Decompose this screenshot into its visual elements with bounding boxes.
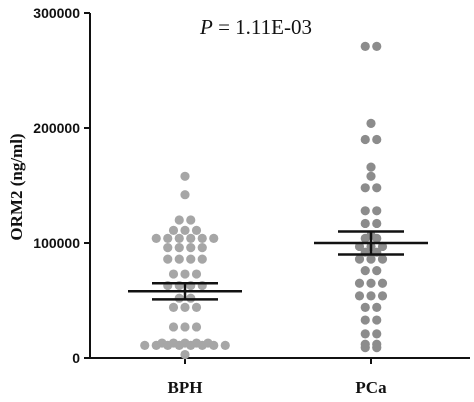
data-point — [197, 340, 207, 350]
data-point — [377, 278, 388, 288]
axes — [84, 12, 470, 364]
y-axis-title: ORM2 (ng/ml) — [7, 133, 26, 240]
data-point — [180, 225, 190, 235]
data-point — [168, 322, 179, 332]
data-point — [360, 183, 370, 193]
data-point — [372, 266, 382, 276]
y-tick-label: 100000 — [33, 235, 80, 251]
data-point — [186, 254, 196, 264]
data-point — [372, 343, 382, 353]
data-point — [163, 243, 173, 253]
data-point — [180, 349, 190, 360]
data-point — [186, 243, 196, 253]
y-tick-label: 300000 — [33, 5, 80, 21]
data-point — [191, 225, 202, 235]
data-point — [360, 233, 370, 243]
axis-labels: 0 100000 200000 300000 BPH PCa — [33, 5, 387, 397]
p-symbol: P — [199, 15, 213, 39]
data-point — [168, 269, 179, 279]
data-point — [366, 171, 376, 181]
data-point — [151, 340, 161, 350]
error-bars — [128, 230, 428, 301]
data-point — [174, 243, 184, 253]
data-point — [168, 225, 179, 235]
data-point — [360, 343, 370, 353]
data-point — [174, 233, 184, 243]
data-point — [372, 233, 382, 243]
data-point — [360, 266, 370, 276]
data-point — [372, 206, 382, 216]
data-point — [197, 254, 207, 264]
data-point — [151, 233, 161, 243]
data-point — [186, 233, 196, 243]
data-point — [186, 215, 196, 225]
data-point — [209, 233, 219, 243]
x-category-label: BPH — [168, 378, 203, 397]
p-value-annotation: P = 1.11E-03 — [199, 15, 312, 39]
data-point — [366, 291, 376, 301]
data-point — [366, 118, 376, 128]
data-point — [180, 302, 190, 312]
data-point — [186, 340, 196, 350]
data-point — [140, 340, 150, 350]
data-point — [366, 162, 376, 172]
data-point — [366, 278, 376, 288]
data-point — [354, 278, 365, 288]
data-point — [360, 206, 370, 216]
data-point — [372, 218, 382, 229]
data-point — [180, 190, 190, 200]
data-point — [191, 322, 202, 332]
data-point — [180, 171, 190, 181]
data-point — [360, 41, 370, 51]
p-value-text: = 1.11E-03 — [213, 15, 312, 39]
data-point — [174, 340, 184, 350]
data-point — [372, 183, 382, 193]
data-point — [372, 329, 382, 339]
data-point — [174, 254, 184, 264]
data-point — [360, 302, 370, 312]
data-point — [163, 233, 173, 243]
y-tick-label: 0 — [72, 350, 80, 366]
data-point — [197, 233, 207, 243]
data-point — [163, 340, 173, 350]
data-point — [372, 134, 382, 145]
data-point — [360, 218, 370, 229]
data-point — [168, 302, 179, 312]
data-point — [174, 215, 184, 225]
data-point — [377, 291, 388, 301]
data-point — [354, 291, 365, 301]
y-tick-label: 200000 — [33, 120, 80, 136]
data-point — [180, 322, 190, 332]
data-point — [197, 243, 207, 253]
data-point — [360, 134, 370, 145]
data-point — [180, 269, 190, 279]
data-point — [163, 254, 173, 264]
data-point — [360, 329, 370, 339]
data-point — [191, 269, 202, 279]
data-point — [366, 254, 376, 264]
data-point — [372, 302, 382, 312]
data-point — [220, 340, 230, 350]
data-point — [372, 41, 382, 51]
data-point — [372, 315, 382, 325]
data-point — [354, 254, 365, 264]
data-point — [360, 315, 370, 325]
data-point — [209, 340, 219, 350]
data-points — [140, 41, 388, 360]
data-point — [191, 302, 202, 312]
x-category-label: PCa — [355, 378, 387, 397]
data-point — [377, 254, 388, 264]
